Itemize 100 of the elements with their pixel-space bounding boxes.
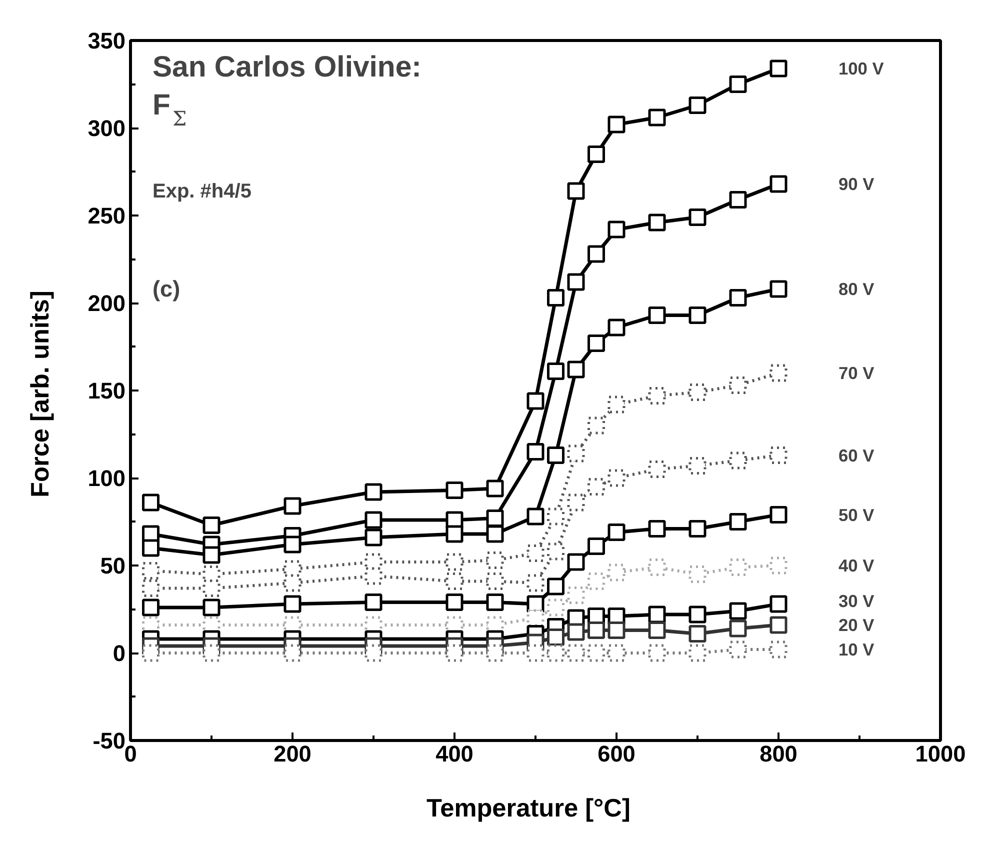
point <box>729 602 747 620</box>
y-tick-label: 150 <box>88 378 126 404</box>
text: 40 V <box>838 556 875 576</box>
annotation: (c) <box>152 276 180 302</box>
point <box>486 525 504 543</box>
point <box>567 273 585 291</box>
point <box>608 564 626 582</box>
point <box>688 606 706 624</box>
point <box>588 478 605 496</box>
y-tick-label: 100 <box>88 465 126 491</box>
point <box>648 214 666 232</box>
point <box>770 175 788 193</box>
point <box>729 640 747 658</box>
text: 20 V <box>838 615 875 635</box>
point <box>608 116 626 134</box>
point <box>486 480 504 498</box>
x-tick-label: 1000 <box>915 740 966 766</box>
text: 100 V <box>838 58 884 78</box>
point <box>588 572 605 590</box>
point <box>688 566 706 583</box>
point <box>688 644 706 662</box>
y-tick-label: 50 <box>100 552 126 578</box>
point <box>770 506 788 524</box>
point <box>770 595 788 613</box>
point <box>486 594 504 611</box>
y-tick-label: 350 <box>88 28 126 54</box>
point <box>364 567 382 585</box>
point <box>729 620 747 638</box>
text: 50 V <box>838 504 875 525</box>
point <box>547 508 564 526</box>
point <box>486 572 504 590</box>
point <box>729 513 747 530</box>
point <box>547 644 564 662</box>
point <box>688 457 706 474</box>
point <box>688 208 706 226</box>
point <box>526 392 544 410</box>
point <box>648 520 666 538</box>
x-axis-title: Temperature [°C] <box>426 794 630 822</box>
point <box>608 644 626 662</box>
point <box>446 553 464 571</box>
point <box>142 580 160 597</box>
text: 30 V <box>838 591 875 611</box>
point <box>608 318 626 336</box>
point <box>588 334 605 352</box>
text: 10 V <box>838 640 875 660</box>
point <box>567 623 585 641</box>
x-tick-label: 800 <box>760 740 798 766</box>
point <box>547 628 564 646</box>
y-tick-label: 250 <box>88 202 126 228</box>
point <box>364 528 382 546</box>
x-tick-label: 400 <box>436 740 474 766</box>
point <box>547 362 564 380</box>
point <box>486 552 504 569</box>
point <box>526 544 544 562</box>
point <box>648 460 666 478</box>
text: 70 V <box>838 363 875 383</box>
point <box>648 108 666 126</box>
point <box>608 524 626 541</box>
point <box>142 494 160 512</box>
point <box>567 586 585 604</box>
point <box>567 644 585 662</box>
point <box>284 595 302 613</box>
point <box>567 494 585 512</box>
chart-title: San Carlos Olivine: <box>152 50 422 84</box>
point <box>567 182 585 200</box>
point <box>567 360 585 378</box>
point <box>729 76 747 93</box>
point <box>142 598 160 616</box>
point <box>688 306 706 324</box>
point <box>202 644 220 662</box>
point <box>770 280 788 298</box>
point <box>770 446 788 464</box>
x-tick-label: 600 <box>598 740 636 766</box>
point <box>547 598 564 616</box>
point <box>770 60 788 78</box>
point <box>729 558 747 576</box>
point <box>547 542 564 560</box>
point <box>284 574 302 592</box>
x-tick-label: 200 <box>274 740 312 766</box>
point <box>142 539 160 557</box>
point <box>608 396 626 414</box>
point <box>486 644 504 662</box>
point <box>588 622 605 639</box>
point <box>364 644 382 662</box>
y-axis-title: Force [arb. units] <box>26 290 55 498</box>
point <box>446 644 464 662</box>
point <box>364 511 382 529</box>
point <box>608 622 626 639</box>
point <box>526 508 544 526</box>
point <box>202 516 220 534</box>
annotation: Exp. #h4/5 <box>152 180 252 202</box>
point <box>688 520 706 538</box>
point <box>547 446 564 464</box>
point <box>202 580 220 597</box>
point <box>547 578 564 596</box>
point <box>526 574 544 592</box>
point <box>648 644 666 662</box>
point <box>648 306 666 324</box>
y-tick-label: 300 <box>88 115 126 141</box>
point <box>770 364 788 382</box>
